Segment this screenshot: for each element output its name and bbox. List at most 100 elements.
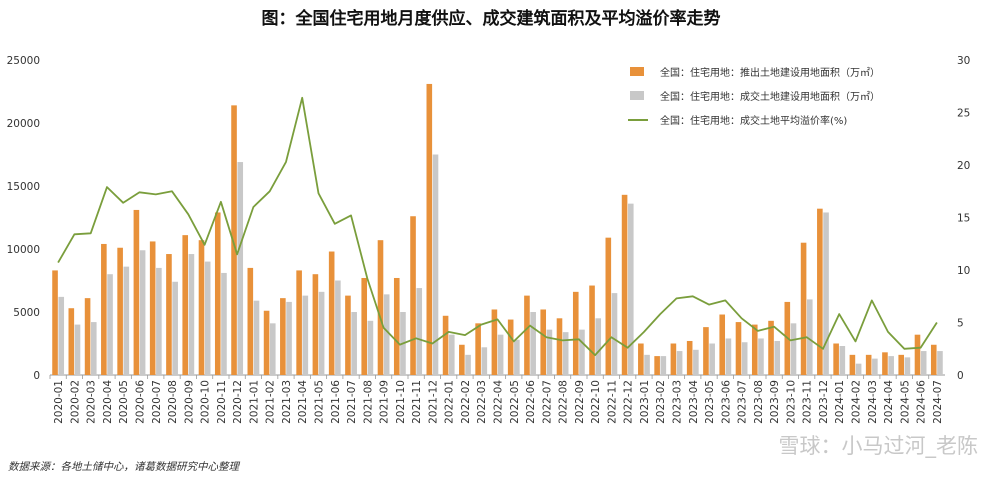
y-left-tick-label: 0 [33, 370, 40, 382]
x-tick-label: 2021-10 [395, 380, 407, 424]
x-tick-label: 2021-01 [248, 380, 260, 424]
x-tick-label: 2023-12 [818, 380, 830, 424]
bar-series-2 [725, 338, 732, 375]
bar-series-2 [318, 291, 325, 375]
bar-series-1 [703, 327, 709, 375]
bar-series-1 [491, 309, 498, 375]
bar-series-2 [806, 299, 813, 375]
bar-series-1 [751, 324, 758, 375]
bar-series-2 [302, 295, 309, 375]
x-tick-label: 2020-06 [135, 380, 147, 424]
line-series [57, 96, 938, 357]
bar-series-1 [84, 298, 91, 375]
x-tick-label: 2022-01 [444, 380, 456, 424]
bar-series-1 [930, 344, 937, 375]
bar-series-1 [914, 334, 921, 375]
bar-series-2 [579, 329, 585, 375]
bar-series-1 [849, 354, 856, 375]
bar-series-2 [351, 312, 357, 375]
bar-series-1 [475, 323, 481, 375]
y-right-tick-label: 20 [957, 160, 970, 172]
x-tick-label: 2024-05 [899, 380, 911, 424]
x-tick-label: 2023-01 [639, 380, 651, 424]
legend-swatch [630, 67, 644, 76]
bar-series-1 [166, 254, 172, 375]
bar-series-2 [74, 324, 81, 375]
source-note: 数据来源：各地土储中心，诸葛数据研究中心整理 [8, 461, 240, 473]
bar-series-2 [546, 329, 553, 375]
bar-series-2 [514, 339, 520, 375]
x-tick-label: 2022-11 [606, 380, 618, 424]
bar-series-2 [335, 280, 341, 375]
bar-series-1 [589, 285, 595, 375]
bar-series-2 [286, 301, 292, 375]
y-left-tick-label: 10000 [7, 244, 40, 256]
x-tick-label: 2020-10 [200, 380, 212, 424]
bar-series-2 [432, 154, 439, 375]
y-left-tick-label: 5000 [13, 307, 40, 319]
bar-series-1 [296, 270, 302, 375]
bar-series-1 [833, 343, 839, 375]
bar-series-2 [530, 312, 536, 375]
x-tick-label: 2021-08 [362, 380, 374, 424]
bar-series-2 [58, 296, 65, 375]
bar-series-1 [572, 291, 579, 375]
bar-series-2 [855, 363, 862, 375]
x-tick-label: 2023-04 [688, 380, 700, 424]
x-tick-label: 2020-02 [69, 380, 81, 424]
bar-series-1 [459, 344, 465, 375]
bar-series-1 [312, 274, 319, 375]
x-tick-label: 2021-12 [427, 380, 439, 424]
x-tick-label: 2024-03 [867, 380, 879, 424]
bar-series-1 [524, 295, 530, 375]
x-tick-label: 2023-11 [802, 380, 814, 424]
bar-series-1 [442, 315, 449, 375]
bar-series-1 [101, 243, 107, 375]
x-tick-label: 2020-03 [86, 380, 98, 424]
bar-series-2 [221, 272, 227, 375]
bar-series-2 [90, 322, 97, 375]
x-tick-label: 2021-02 [265, 380, 277, 424]
bar-series-1 [670, 343, 677, 375]
bar-series-1 [507, 319, 514, 375]
x-tick-label: 2024-01 [834, 380, 846, 424]
bar-series-2 [904, 357, 911, 375]
x-tick-label: 2023-10 [785, 380, 797, 424]
bar-series-1 [735, 322, 742, 375]
bar-series-2 [367, 320, 374, 375]
bar-series-1 [393, 277, 400, 375]
x-tick-label: 2023-06 [720, 380, 732, 424]
bar-series-1 [638, 343, 644, 375]
bar-series-2 [627, 203, 634, 375]
bar-series-2 [497, 334, 504, 375]
x-tick-label: 2022-02 [460, 380, 472, 424]
bar-series-2 [562, 332, 569, 375]
x-tick-label: 2022-08 [558, 380, 570, 424]
x-tick-label: 2023-07 [737, 380, 749, 424]
y-right-tick-label: 30 [957, 55, 970, 67]
bar-series-1 [719, 314, 726, 375]
bar-series-2 [188, 254, 195, 375]
bar-series-1 [328, 251, 335, 375]
bar-series-2 [383, 294, 390, 375]
bar-series-1 [280, 298, 286, 375]
bar-series-2 [269, 323, 276, 375]
bar-series-1 [133, 209, 140, 375]
premium-rate-line [57, 96, 938, 357]
bar-series-1 [865, 354, 872, 375]
bar-series-2 [693, 349, 699, 375]
bar-series-2 [839, 346, 846, 375]
bar-series-1 [817, 208, 823, 375]
x-tick-label: 2021-07 [346, 380, 358, 424]
bar-series-1 [426, 83, 433, 375]
bar-series-2 [465, 354, 471, 375]
bar-series-2 [790, 323, 797, 375]
x-tick-label: 2024-06 [916, 380, 928, 424]
y-right-tick-label: 5 [957, 318, 964, 330]
bar-series-1 [377, 240, 384, 375]
bar-series-2 [448, 334, 455, 375]
x-tick-label: 2022-09 [574, 380, 586, 424]
x-tick-label: 2020-09 [183, 380, 195, 424]
legend-swatch [630, 91, 644, 100]
bar-series-1 [686, 340, 693, 375]
